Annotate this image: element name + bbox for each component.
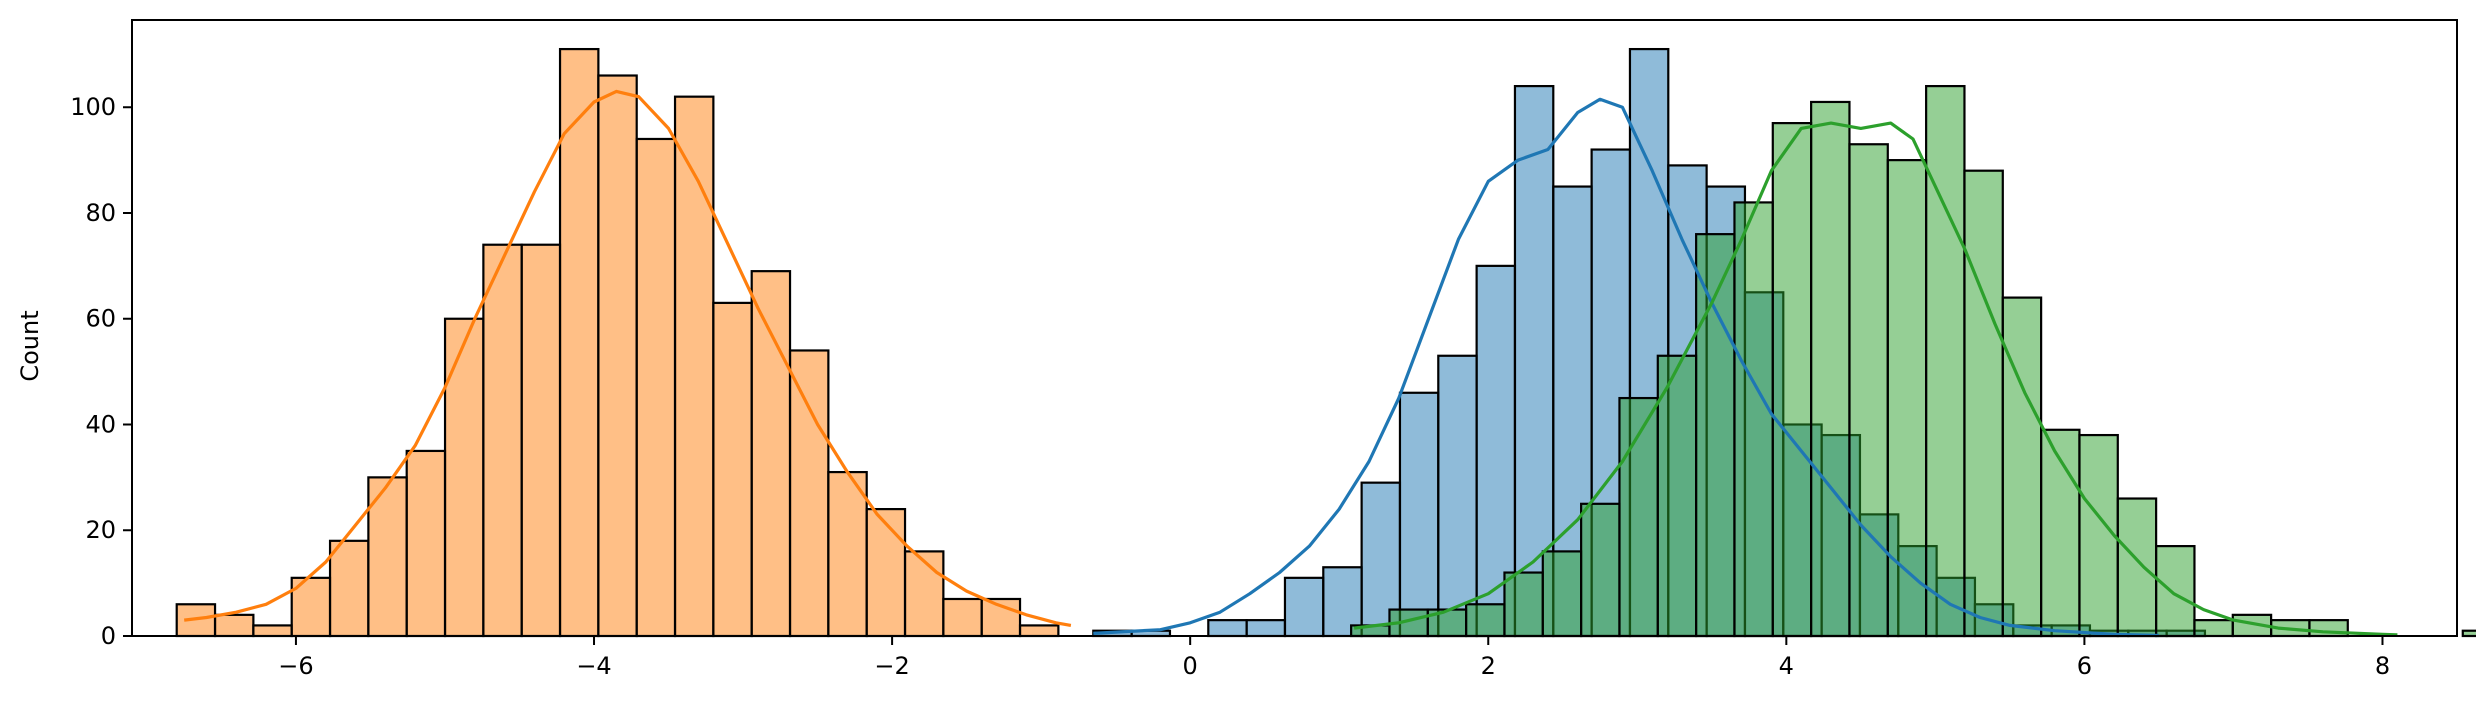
bar-green (1810, 100, 1851, 638)
bar-orange (635, 137, 677, 638)
bar-green (2001, 296, 2043, 638)
bar-green (2193, 619, 2234, 638)
y-axis-label: Count (16, 310, 44, 381)
x-tick-label: 4 (1779, 652, 1794, 680)
y-tick-label: 60 (85, 305, 116, 333)
bar-blue (1207, 619, 1248, 638)
bar-green (1963, 169, 2004, 638)
y-tick-label: 40 (85, 410, 116, 438)
kde-line-orange (184, 89, 1072, 627)
bar-orange (443, 317, 485, 638)
bar-green (1580, 502, 1621, 638)
series-green-bars (1350, 84, 2476, 638)
x-tick-label: −6 (278, 652, 313, 680)
bar-orange (328, 539, 370, 638)
bar-orange (903, 550, 945, 638)
x-tick-label: −2 (874, 652, 909, 680)
y-tick-label: 100 (70, 93, 116, 121)
kde-line-blue (1093, 97, 2159, 638)
bar-blue (1283, 576, 1325, 638)
bar-orange (520, 243, 562, 638)
bar-green (2155, 545, 2196, 638)
bar-blue (1245, 619, 1287, 638)
bar-orange (405, 449, 447, 638)
bar-orange (673, 95, 715, 638)
y-tick-label: 20 (85, 516, 116, 544)
bar-green (1848, 143, 1889, 638)
bar-orange (750, 270, 792, 638)
bar-orange (252, 624, 293, 638)
kde-line-green (1353, 121, 2398, 637)
bar-orange (213, 613, 255, 638)
bar-green (2116, 497, 2158, 638)
bar-orange (942, 597, 983, 638)
x-tick-label: 8 (2375, 652, 2390, 680)
x-tick-label: 2 (1481, 652, 1496, 680)
axes (131, 19, 2458, 637)
bar-blue (1398, 391, 1440, 638)
bar-orange (597, 74, 638, 638)
plot-frame (131, 19, 2458, 637)
bar-green (1541, 550, 1583, 638)
bar-green (1695, 233, 1736, 638)
x-tick-label: 0 (1183, 652, 1198, 680)
bar-green (1733, 201, 1774, 638)
bar-blue (1437, 354, 1478, 638)
bar-orange (482, 243, 523, 638)
bar-orange (788, 349, 830, 638)
bar-green (2461, 629, 2476, 638)
bar-green (1656, 354, 1698, 638)
bar-green (2078, 433, 2119, 638)
bar-green (1925, 84, 1966, 638)
bar-green (1503, 571, 1544, 638)
x-tick-label: −4 (576, 652, 611, 680)
bar-orange (712, 301, 753, 638)
bar-orange (865, 507, 907, 638)
y-tick-label: 0 (101, 622, 116, 650)
bar-orange (558, 47, 600, 638)
series-orange-bars (175, 47, 1060, 638)
y-tick-label: 80 (85, 199, 116, 227)
kde-curves (184, 89, 2398, 638)
bar-orange (827, 470, 868, 638)
bar-green (1465, 603, 1506, 638)
bar-green (1771, 122, 1813, 638)
x-tick-label: 6 (2077, 652, 2092, 680)
bar-green (1886, 159, 1928, 638)
bar-orange (1018, 624, 1060, 638)
